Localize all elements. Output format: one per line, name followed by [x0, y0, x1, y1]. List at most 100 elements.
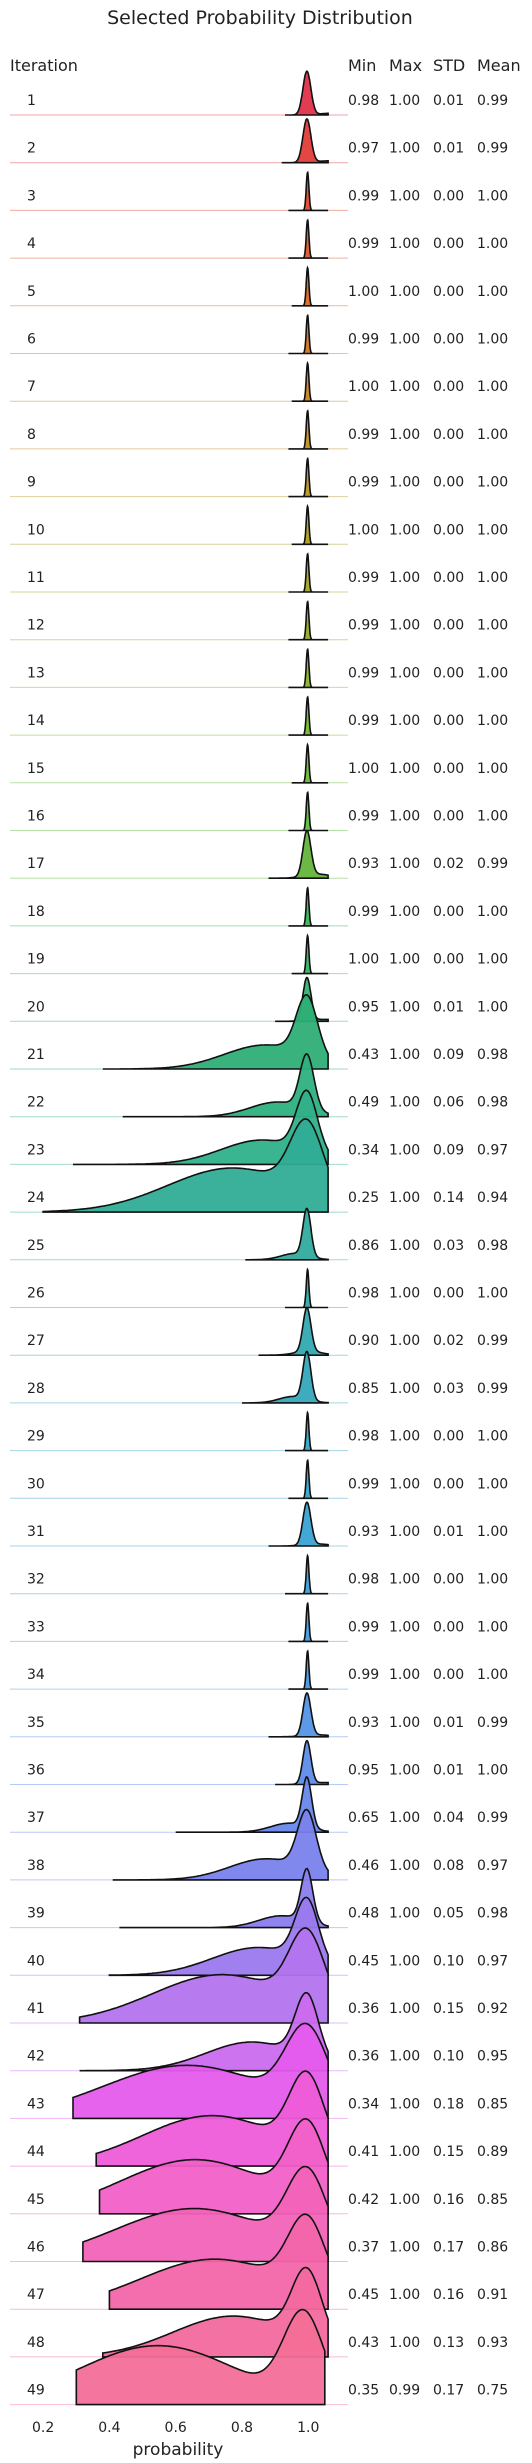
stat-mean: 0.99	[477, 856, 508, 872]
ridge-row: 13 0.99 1.00 0.00 1.00	[10, 647, 508, 689]
iteration-label: 28	[27, 1381, 45, 1397]
stat-std: 0.00	[433, 236, 464, 252]
stat-min: 0.99	[348, 713, 379, 729]
stat-std: 0.01	[433, 1763, 464, 1779]
stat-min: 0.98	[348, 1286, 379, 1302]
stat-max: 1.00	[389, 2001, 420, 2017]
ridge-row: 34 0.99 1.00 0.00 1.00	[10, 1649, 508, 1690]
stat-max: 1.00	[389, 618, 420, 634]
ridge-density	[95, 2070, 329, 2167]
stat-mean: 0.97	[477, 1142, 508, 1158]
ridge-density	[108, 1896, 329, 1977]
iteration-label: 41	[27, 2001, 45, 2017]
row-header: Iteration	[10, 56, 78, 75]
stat-min: 0.41	[348, 2144, 379, 2160]
iteration-label: 6	[27, 332, 36, 348]
ridge-density	[288, 790, 329, 832]
ridge-density	[288, 600, 329, 641]
ridge-row: 24 0.25 1.00 0.14 0.94	[10, 1118, 508, 1213]
x-tick-label: 0.6	[165, 2420, 187, 2436]
ridge-density	[288, 1649, 329, 1690]
stat-max: 1.00	[389, 1095, 420, 1111]
stat-std: 0.00	[433, 522, 464, 538]
stat-std: 0.04	[433, 1810, 464, 1826]
stat-max: 1.00	[389, 1333, 420, 1349]
iteration-label: 35	[27, 1715, 45, 1731]
stat-std: 0.05	[433, 1906, 464, 1922]
stat-std: 0.14	[433, 1190, 464, 1206]
iteration-label: 11	[27, 570, 45, 586]
stat-mean: 0.98	[477, 1047, 508, 1063]
stat-max: 1.00	[389, 1524, 420, 1540]
stat-mean: 1.00	[477, 570, 508, 586]
ridge-row: 42 0.36 1.00 0.10 0.95	[10, 1991, 508, 2072]
stat-std: 0.18	[433, 2096, 464, 2112]
stat-mean: 1.00	[477, 952, 508, 968]
stat-std: 0.16	[433, 2287, 464, 2303]
stat-max: 1.00	[389, 1667, 420, 1683]
iteration-label: 40	[27, 1953, 45, 1969]
stat-std: 0.00	[433, 809, 464, 825]
x-tick-label: 0.8	[231, 2420, 253, 2436]
ridge-row: 17 0.93 1.00 0.02 0.99	[10, 829, 508, 879]
ridge-density	[288, 218, 329, 259]
stat-max: 1.00	[389, 809, 420, 825]
stat-std: 0.13	[433, 2335, 464, 2351]
stat-mean: 0.99	[477, 1381, 508, 1397]
ridge-row: 18 0.99 1.00 0.00 1.00	[10, 886, 508, 927]
stat-max: 1.00	[389, 93, 420, 109]
stat-min: 0.65	[348, 1810, 379, 1826]
ridge-row: 4 0.99 1.00 0.00 1.00	[10, 218, 508, 259]
ridge-row: 33 0.99 1.00 0.00 1.00	[10, 1601, 508, 1643]
stat-max: 1.00	[389, 999, 420, 1015]
ridge-row: 32 0.98 1.00 0.00 1.00	[10, 1553, 508, 1595]
stat-max: 1.00	[389, 475, 420, 491]
stat-min: 0.97	[348, 141, 379, 157]
x-tick-label: 0.2	[32, 2420, 54, 2436]
stat-mean: 0.99	[477, 1810, 508, 1826]
x-axis-label: probability	[133, 2440, 224, 2460]
stat-mean: 0.75	[477, 2383, 508, 2399]
iteration-label: 21	[27, 1047, 45, 1063]
stat-min: 0.93	[348, 856, 379, 872]
stat-mean: 0.99	[477, 141, 508, 157]
iteration-label: 10	[27, 522, 45, 538]
stat-min: 0.99	[348, 570, 379, 586]
stat-mean: 1.00	[477, 809, 508, 825]
iteration-label: 49	[27, 2383, 45, 2399]
stat-max: 1.00	[389, 2096, 420, 2112]
stat-max: 1.00	[389, 761, 420, 777]
stat-min: 0.93	[348, 1524, 379, 1540]
stat-min: 0.99	[348, 809, 379, 825]
ridge-density	[285, 1267, 329, 1309]
stat-std: 0.01	[433, 999, 464, 1015]
stat-mean: 0.93	[477, 2335, 508, 2351]
stat-std: 0.06	[433, 1095, 464, 1111]
stat-mean: 1.00	[477, 379, 508, 395]
stat-min: 0.99	[348, 1619, 379, 1635]
stat-std: 0.00	[433, 761, 464, 777]
ridge-density	[288, 647, 329, 689]
stat-std: 0.15	[433, 2144, 464, 2160]
stat-std: 0.00	[433, 379, 464, 395]
stat-std: 0.16	[433, 2192, 464, 2208]
iteration-label: 4	[27, 236, 36, 252]
ridge-row: 20 0.95 1.00 0.01 1.00	[10, 976, 508, 1023]
stat-min: 0.43	[348, 1047, 379, 1063]
stat-mean: 1.00	[477, 1667, 508, 1683]
iteration-label: 7	[27, 379, 36, 395]
stat-std: 0.00	[433, 1476, 464, 1492]
iteration-label: 9	[27, 475, 36, 491]
ridge-density	[288, 552, 329, 593]
ridge-row: 28 0.85 1.00 0.03 0.99	[10, 1350, 508, 1404]
stat-min: 0.43	[348, 2335, 379, 2351]
iteration-label: 8	[27, 427, 36, 443]
ridge-row: 12 0.99 1.00 0.00 1.00	[10, 600, 508, 641]
stat-mean: 0.85	[477, 2192, 508, 2208]
iteration-label: 23	[27, 1142, 45, 1158]
stat-mean: 1.00	[477, 1619, 508, 1635]
ridge-density	[291, 360, 329, 402]
ridge-density	[102, 2266, 329, 2358]
stat-mean: 0.98	[477, 1095, 508, 1111]
stat-min: 1.00	[348, 284, 379, 300]
